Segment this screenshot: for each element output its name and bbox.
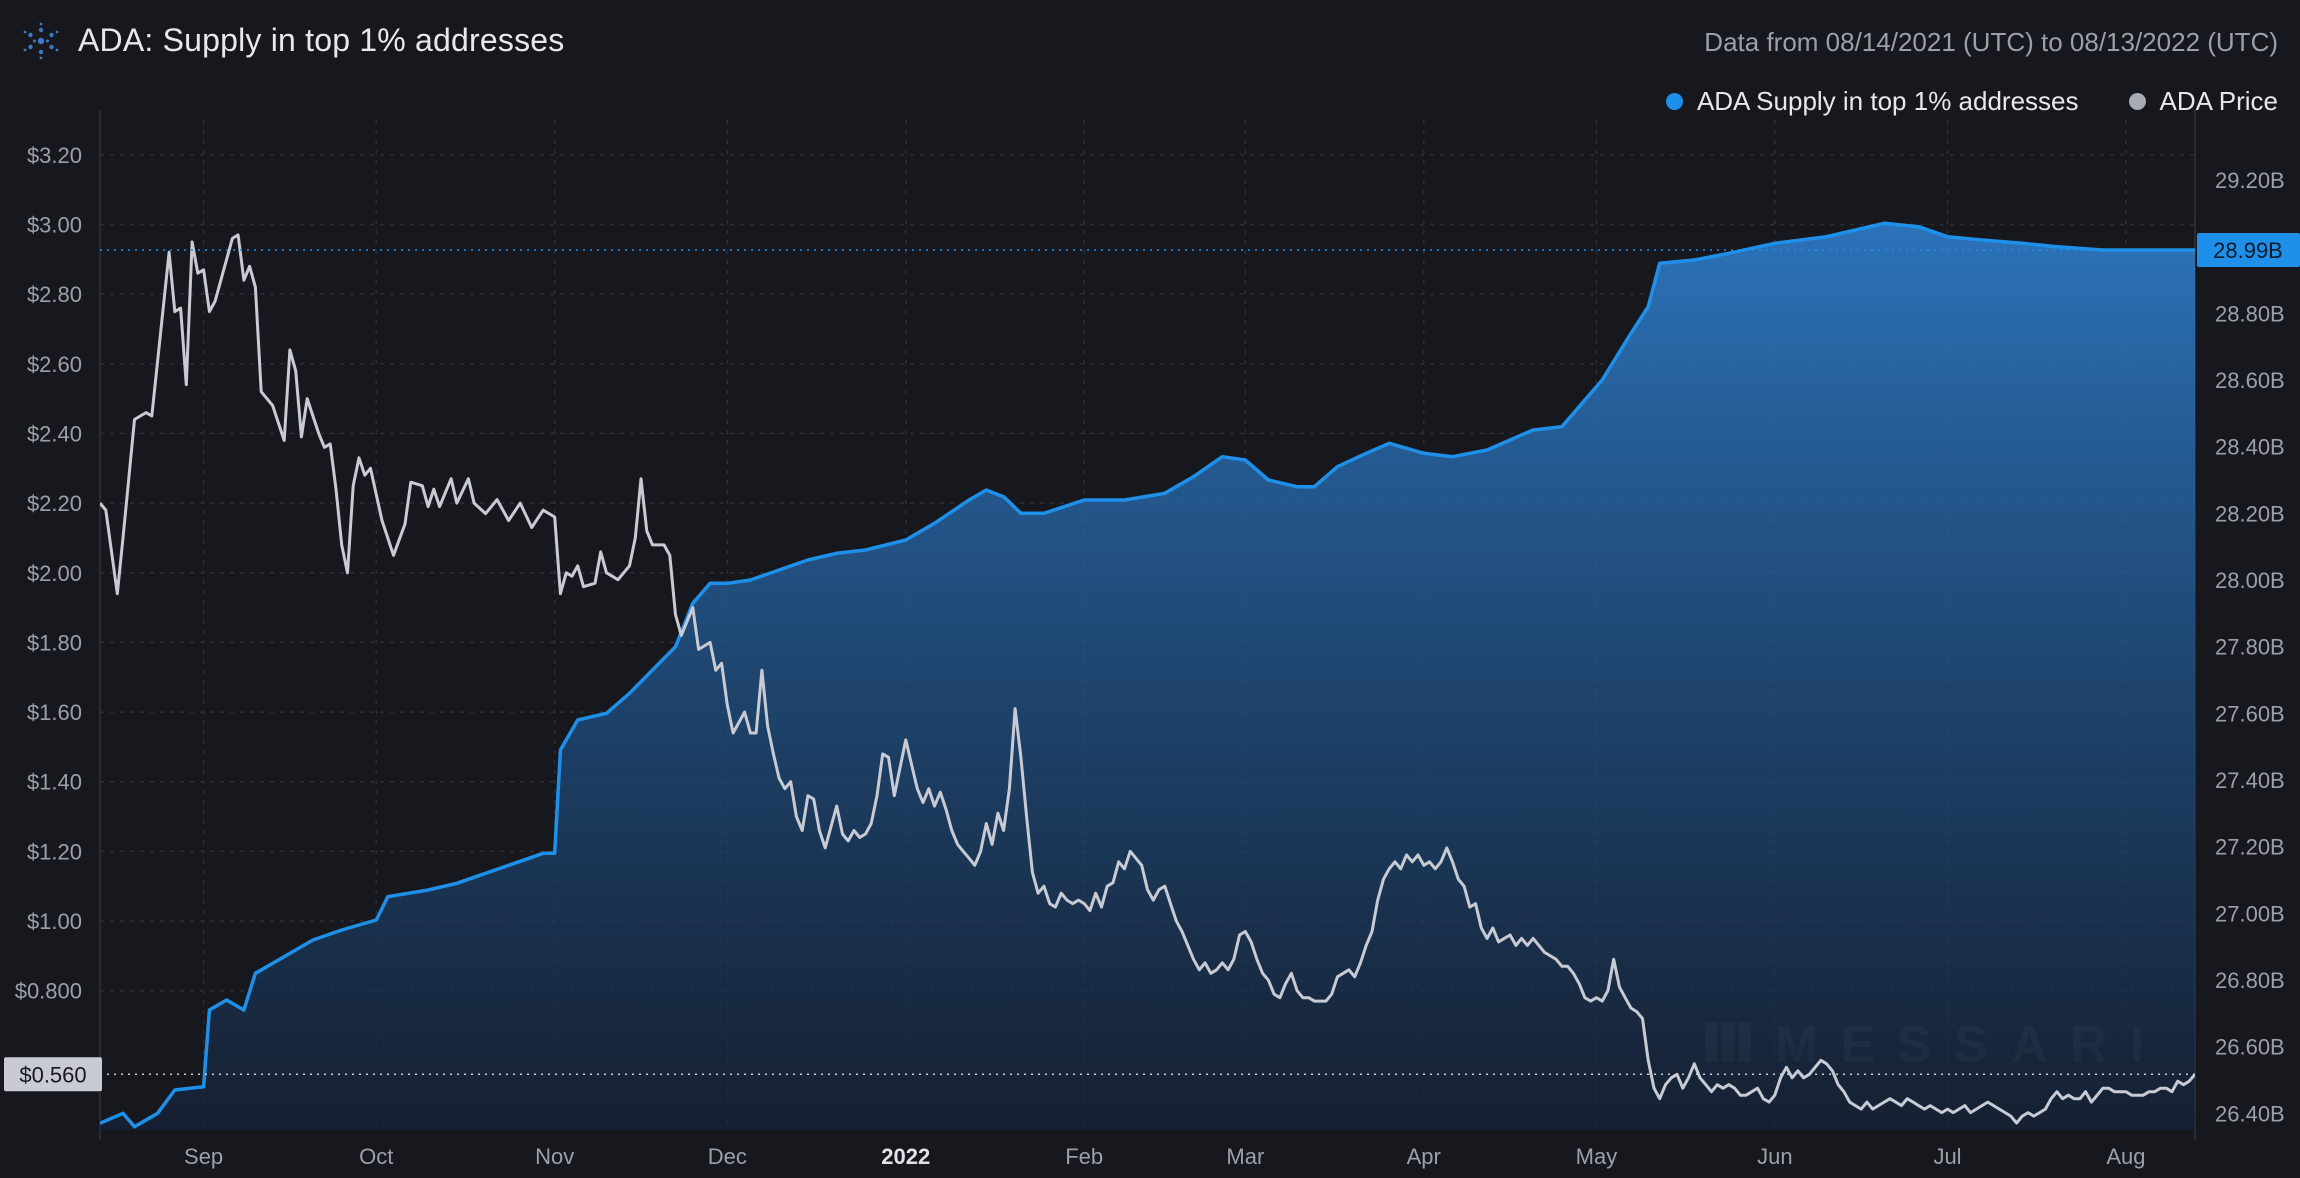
date-range: Data from 08/14/2021 (UTC) to 08/13/2022… <box>1704 27 2278 57</box>
right-tick-label: 27.20B <box>2215 835 2285 860</box>
left-tick-label: $1.20 <box>27 839 82 864</box>
legend-item-supply[interactable]: ADA Supply in top 1% addresses <box>1665 86 2079 117</box>
right-tick-label: 28.80B <box>2215 301 2285 326</box>
x-axis: Sep Oct Nov Dec 2022 Feb Mar Apr May Jun Jul Aug <box>184 1144 2145 1169</box>
x-tick-label: Aug <box>2106 1144 2145 1169</box>
right-tick-label: 27.80B <box>2215 635 2285 660</box>
series-line-price <box>100 233 2195 1125</box>
right-y-axis: 26.40B 26.60B 26.80B 27.00B 27.20B 27.40B 27.6… <box>2197 168 2300 1126</box>
left-tick-label: $1.00 <box>27 909 82 934</box>
x-tick-label: Oct <box>359 1144 393 1169</box>
right-tick-label: 29.20B <box>2215 168 2285 193</box>
supply-badge-label: 28.99B <box>2213 238 2283 263</box>
legend-item-price[interactable]: ADA Price <box>2128 86 2279 117</box>
left-tick-label: $1.40 <box>27 770 82 795</box>
chart-title: ADA: Supply in top 1% addresses <box>78 22 565 58</box>
x-tick-label: Nov <box>535 1144 574 1169</box>
left-tick-label: $3.00 <box>27 212 82 237</box>
right-tick-label: 27.00B <box>2215 901 2285 926</box>
left-tick-label: $1.80 <box>27 630 82 655</box>
right-tick-label: 28.00B <box>2215 568 2285 593</box>
left-tick-label: $2.00 <box>27 561 82 586</box>
right-tick-label: 28.40B <box>2215 435 2285 460</box>
left-y-axis: $0.800 $1.00 $1.20 $1.40 $1.60 $1.80 $2.00 $2.2… <box>4 143 102 1092</box>
price-badge-label: $0.560 <box>19 1062 86 1087</box>
right-tick-label: 28.20B <box>2215 501 2285 526</box>
left-tick-label: $3.20 <box>27 143 82 168</box>
price-badge <box>4 1057 102 1092</box>
left-tick-label: $2.80 <box>27 282 82 307</box>
x-tick-label: Dec <box>708 1144 747 1169</box>
right-tick-label: 27.40B <box>2215 768 2285 793</box>
legend-swatch-supply <box>1665 93 1683 110</box>
x-tick-label: Apr <box>1407 1144 1441 1169</box>
right-tick-label: 26.40B <box>2215 1101 2285 1126</box>
x-tick-label: Feb <box>1065 1144 1103 1169</box>
right-tick-label: 27.60B <box>2215 701 2285 726</box>
left-tick-label: $2.60 <box>27 352 82 377</box>
right-tick-label: 26.60B <box>2215 1035 2285 1060</box>
right-tick-label: 26.80B <box>2215 968 2285 993</box>
left-tick-label: $2.20 <box>27 491 82 516</box>
x-tick-label: 2022 <box>881 1144 930 1169</box>
series-line-supply <box>100 221 2195 1129</box>
left-tick-label: $2.40 <box>27 421 82 446</box>
legend-label-price: ADA Price <box>2159 86 2279 116</box>
x-tick-label: Mar <box>1226 1144 1264 1169</box>
x-tick-label: May <box>1576 1144 1618 1169</box>
chart-legend: ADA Supply in top 1% addresses ADA Price <box>1665 86 2279 117</box>
x-tick-label: Jul <box>1933 1144 1961 1169</box>
legend-label-supply: ADA Supply in top 1% addresses <box>1696 86 2079 116</box>
series-area-supply <box>100 223 2195 1130</box>
supply-badge <box>2197 233 2300 267</box>
left-tick-label: $0.800 <box>15 979 82 1004</box>
x-tick-label: Sep <box>184 1144 223 1169</box>
series-layer <box>100 221 2195 1130</box>
cardano-logo-icon <box>23 22 59 60</box>
x-tick-label: Jun <box>1757 1144 1792 1169</box>
left-tick-label: $1.60 <box>27 700 82 725</box>
chart-header: ADA: Supply in top 1% addresses Data fro… <box>0 0 2300 80</box>
legend-swatch-price <box>2128 93 2146 110</box>
right-tick-label: 28.60B <box>2215 368 2285 393</box>
